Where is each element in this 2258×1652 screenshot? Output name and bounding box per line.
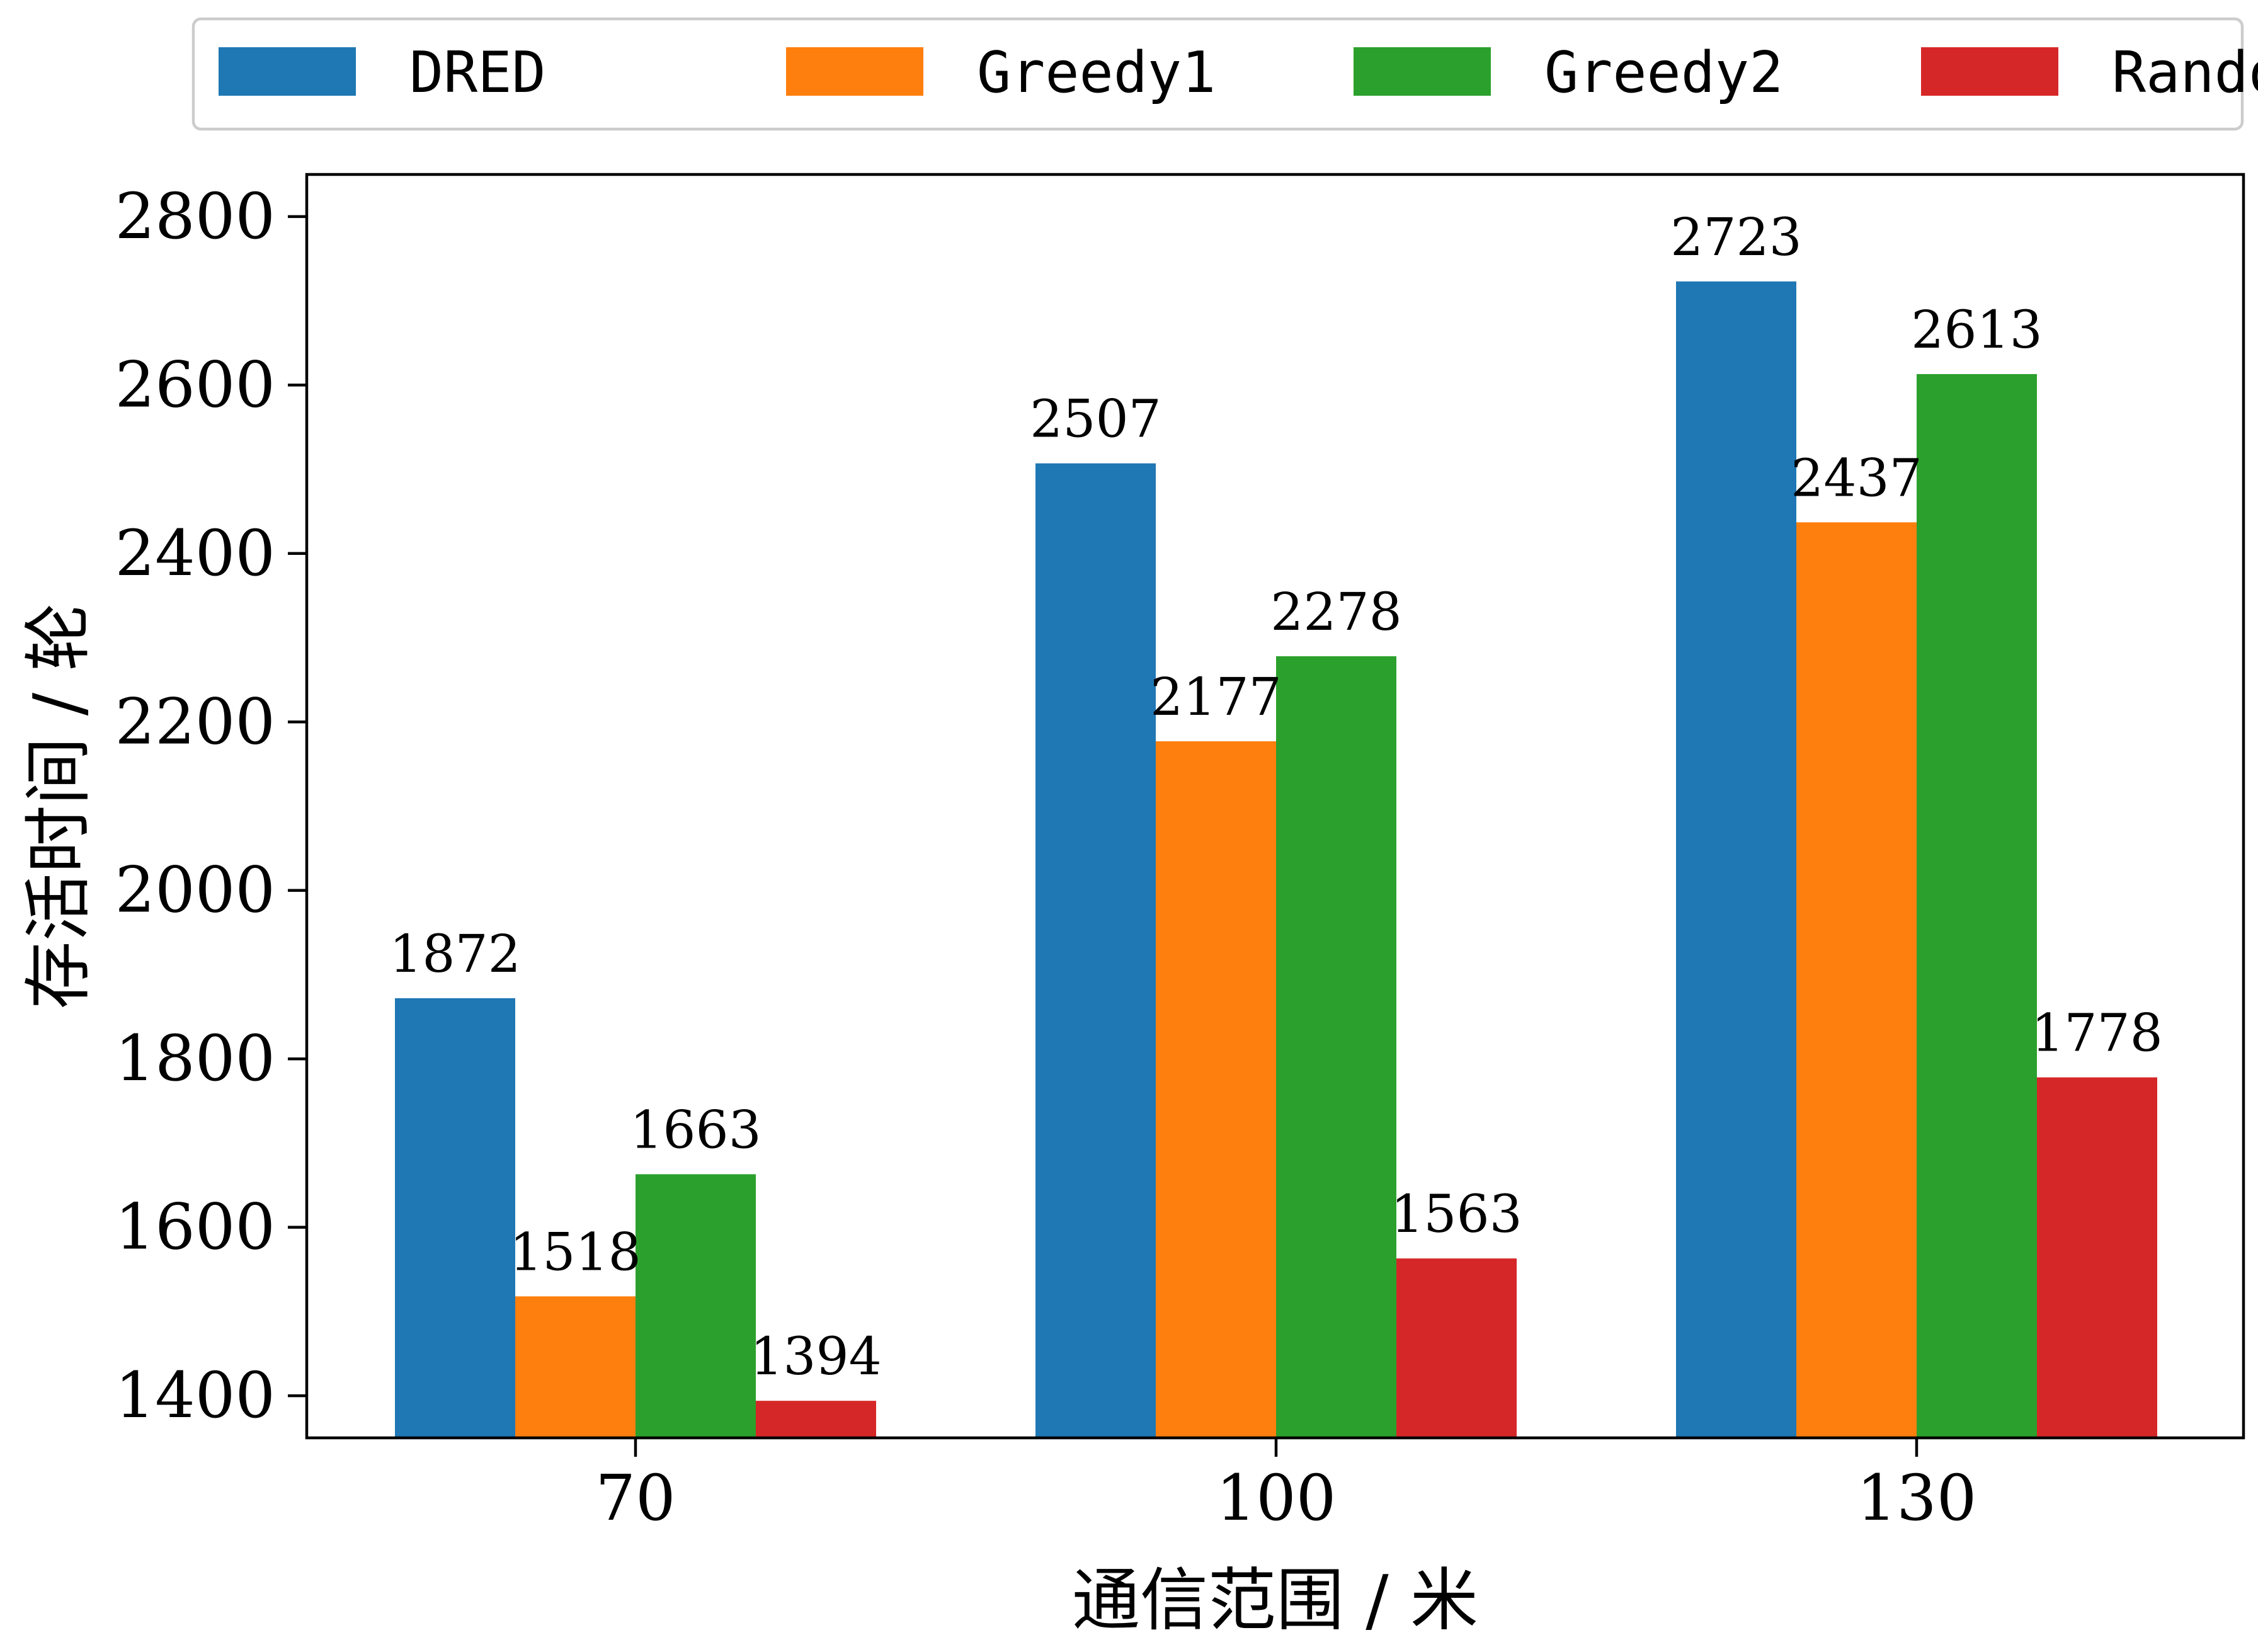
legend-swatch-greedy2 [1354,47,1491,96]
bar-random-100 [1396,1258,1517,1438]
bar-labels-layer: 1872 1518 1663 1394 2507 2177 2278 1563 2723 2437… [389,208,2163,1387]
y-tick-label: 2000 [115,853,276,927]
bar-value-label: 2177 [1150,668,1282,727]
legend: DRED Greedy1 Greedy2 Random [191,17,2258,131]
bar-value-label: 1394 [750,1327,882,1387]
bar-greedy1-100 [1156,741,1276,1438]
legend-label-dred: DRED [409,40,546,106]
bar-value-label: 1518 [510,1222,641,1282]
legend-swatch-dred [219,47,356,96]
legend-label-greedy2: Greedy2 [1544,40,1783,106]
bar-value-label: 2507 [1030,390,1161,450]
y-tick-label: 2200 [115,685,276,758]
legend-frame [191,17,2244,131]
legend-swatch-greedy1 [786,47,923,96]
legend-label-greedy1: Greedy1 [977,40,1216,106]
bar-value-label: 2723 [1670,208,1802,268]
bar-value-label: 2278 [1270,583,1402,642]
legend-label-random: Random [2112,40,2258,106]
bar-value-label: 1778 [2031,1004,2163,1064]
bar-random-70 [756,1401,876,1438]
x-axis-title: 通信范围 / 米 [1072,1561,1478,1640]
x-tick-label: 130 [1857,1461,1977,1535]
bar-value-label: 1563 [1391,1185,1522,1245]
legend-swatch-random [1921,47,2058,96]
bar-dred-100 [1035,463,1156,1438]
x-axis: 70 100 130 [595,1438,1976,1535]
y-tick-label: 2400 [115,516,276,590]
bar-greedy2-100 [1276,656,1396,1438]
x-tick-label: 70 [595,1461,675,1535]
bar-value-label: 1663 [630,1100,761,1160]
y-axis: 1400 1600 1800 2000 2200 2400 2600 2800 [115,179,307,1432]
bar-dred-70 [395,998,515,1438]
bar-greedy1-70 [515,1296,636,1438]
bar-value-label: 2613 [1911,300,2043,360]
y-tick-label: 1800 [115,1022,276,1095]
y-tick-label: 1400 [115,1359,276,1432]
y-tick-label: 1600 [115,1190,276,1264]
bar-value-label: 1872 [389,925,521,984]
bars-layer [395,281,2157,1438]
bar-value-label: 2437 [1791,448,1922,508]
y-tick-label: 2800 [115,179,276,253]
bar-greedy2-70 [636,1174,756,1438]
bar-dred-130 [1676,281,1796,1438]
x-tick-label: 100 [1216,1461,1337,1535]
y-axis-title: 存活时间 / 轮 [20,603,98,1009]
bar-greedy1-130 [1796,522,1917,1438]
bar-random-130 [2037,1077,2157,1438]
bar-greedy2-130 [1917,373,2037,1438]
y-tick-label: 2600 [115,348,276,421]
